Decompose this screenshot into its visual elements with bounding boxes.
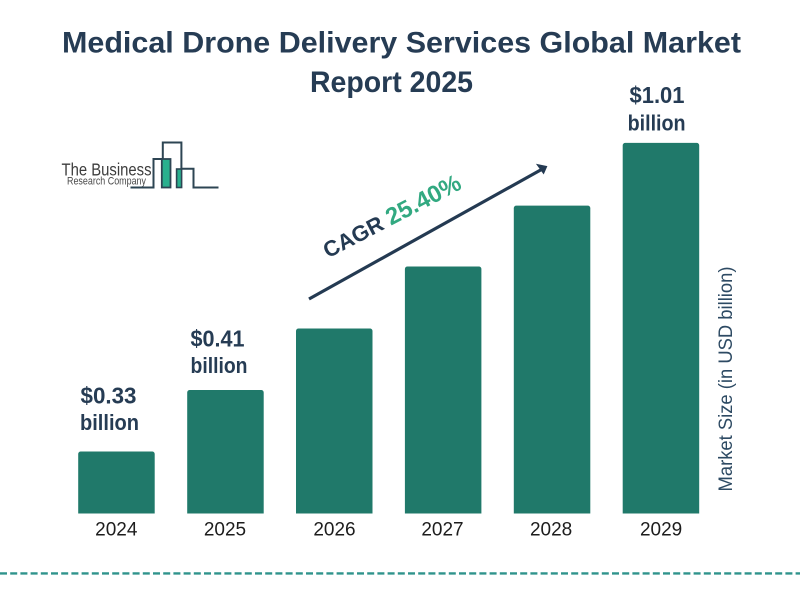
svg-text:2024: 2024 [95, 520, 138, 541]
svg-text:$0.41: $0.41 [191, 326, 245, 352]
svg-text:$0.33: $0.33 [81, 383, 137, 409]
svg-text:Report 2025: Report 2025 [310, 66, 473, 99]
svg-text:billion: billion [191, 353, 248, 378]
svg-text:2025: 2025 [204, 520, 246, 541]
svg-text:Research Company: Research Company [67, 176, 147, 188]
svg-text:billion: billion [80, 410, 139, 435]
svg-text:2026: 2026 [313, 520, 355, 541]
svg-text:2029: 2029 [640, 520, 682, 541]
svg-text:$1.01: $1.01 [630, 82, 685, 108]
svg-text:Market Size (in USD billion): Market Size (in USD billion) [716, 267, 737, 492]
svg-text:2028: 2028 [530, 520, 572, 541]
svg-text:2027: 2027 [421, 520, 463, 541]
svg-text:billion: billion [628, 111, 686, 136]
svg-text:The Business: The Business [62, 160, 152, 180]
svg-text:Medical Drone Delivery Service: Medical Drone Delivery Services Global M… [62, 27, 741, 60]
